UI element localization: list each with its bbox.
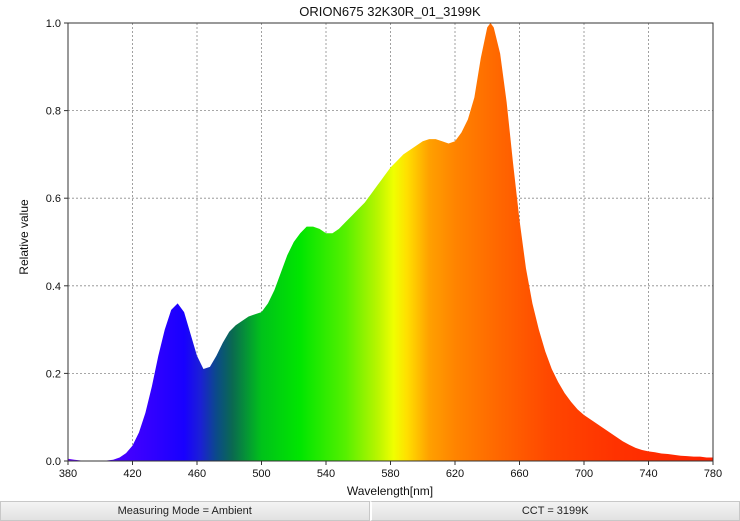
x-tick-label: 580	[381, 468, 399, 480]
y-tick-label: 0.6	[46, 193, 61, 205]
x-tick-label: 660	[510, 468, 528, 480]
x-tick-label: 460	[188, 468, 206, 480]
cct-label: CCT = 3199K	[369, 501, 740, 521]
x-tick-label: 540	[317, 468, 335, 480]
x-tick-label: 420	[123, 468, 141, 480]
x-tick-label: 380	[59, 468, 77, 480]
y-tick-label: 1.0	[46, 18, 61, 30]
y-tick-label: 0.4	[46, 281, 61, 293]
y-axis-ticks: 0.0 0.2 0.4 0.6 0.8 1.0	[46, 18, 68, 468]
spectrum-chart: 380 420 460 500 540 580 620 660 700 740 780 0.0 0.2…	[17, 4, 722, 498]
y-axis-label: Relative value	[17, 199, 31, 275]
y-tick-label: 0.8	[46, 106, 61, 118]
x-tick-label: 700	[575, 468, 593, 480]
x-tick-label: 780	[704, 468, 722, 480]
spectrum-area	[68, 23, 713, 461]
y-tick-label: 0.2	[46, 368, 61, 380]
x-axis-ticks: 380 420 460 500 540 580 620 660 700 740 780	[59, 461, 722, 480]
chart-title: ORION675 32K30R_01_3199K	[299, 4, 481, 19]
x-axis-label: Wavelength[nm]	[347, 484, 433, 498]
y-tick-label: 0.0	[46, 456, 61, 468]
x-tick-label: 740	[639, 468, 657, 480]
x-tick-label: 500	[252, 468, 270, 480]
status-footer: Measuring Mode = Ambient CCT = 3199K	[0, 501, 740, 521]
measuring-mode-label: Measuring Mode = Ambient	[0, 501, 370, 521]
x-tick-label: 620	[446, 468, 464, 480]
